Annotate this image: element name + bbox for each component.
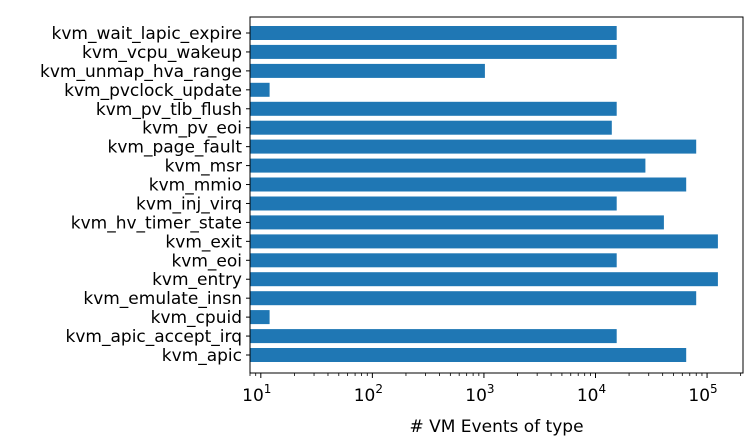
bar-kvm-pv-eoi <box>250 120 612 135</box>
y-tick-label: kvm_unmap_hva_range <box>40 62 242 82</box>
y-tick-label: kvm_vcpu_wakeup <box>82 43 242 63</box>
bar-kvm-unmap-hva-range <box>250 63 485 78</box>
y-tick-label: kvm_pv_eoi <box>142 119 242 139</box>
y-tick-label: kvm_exit <box>165 232 242 252</box>
bar-kvm-emulate-insn <box>250 291 697 306</box>
y-tick-label: kvm_entry <box>152 270 242 290</box>
x-axis-label: # VM Events of type <box>409 417 583 437</box>
y-tick-label: kvm_cpuid <box>151 308 242 328</box>
bar-kvm-pv-tlb-flush <box>250 101 617 116</box>
y-tick-label: kvm_apic <box>162 346 242 366</box>
y-tick-label: kvm_emulate_insn <box>83 289 242 309</box>
bar-kvm-exit <box>250 234 718 249</box>
x-tick-label: 101 <box>242 382 271 406</box>
bar-kvm-mmio <box>250 177 687 192</box>
y-tick-label: kvm_eoi <box>171 251 242 271</box>
x-tick-label: 102 <box>354 382 383 406</box>
bar-kvm-cpuid <box>250 310 270 325</box>
y-tick-label: kvm_mmio <box>149 176 242 196</box>
y-tick-label: kvm_inj_virq <box>136 194 242 214</box>
y-tick-label: kvm_wait_lapic_expire <box>52 24 243 44</box>
bar-kvm-entry <box>250 272 718 287</box>
bar-kvm-apic-accept-irq <box>250 329 617 344</box>
y-tick-label: kvm_pvclock_update <box>64 81 242 101</box>
x-tick-label: 105 <box>688 382 717 406</box>
bar-kvm-vcpu-wakeup <box>250 44 617 59</box>
bar-kvm-wait-lapic-expire <box>250 26 617 40</box>
x-ticks: 101 102 103 104 105 <box>242 373 742 406</box>
y-tick-label: kvm_msr <box>165 157 242 177</box>
x-tick-label: 104 <box>577 382 606 406</box>
bar-kvm-inj-virq <box>250 196 617 211</box>
bars-group <box>250 26 718 362</box>
bar-kvm-hv-timer-state <box>250 215 664 230</box>
bar-kvm-eoi <box>250 253 617 268</box>
bar-kvm-msr <box>250 158 646 173</box>
y-tick-label: kvm_hv_timer_state <box>71 213 242 233</box>
bar-kvm-pvclock-update <box>250 82 270 97</box>
bar-kvm-page-fault <box>250 139 697 154</box>
y-tick-label: kvm_pv_tlb_flush <box>96 100 242 120</box>
bar-kvm-apic <box>250 348 687 362</box>
y-tick-label: kvm_page_fault <box>108 138 243 158</box>
x-tick-label: 103 <box>465 382 494 406</box>
y-tick-labels: kvm_apickvm_apic_accept_irqkvm_cpuidkvm_… <box>40 24 250 366</box>
y-tick-label: kvm_apic_accept_irq <box>66 327 242 347</box>
plot-frame <box>249 16 744 374</box>
